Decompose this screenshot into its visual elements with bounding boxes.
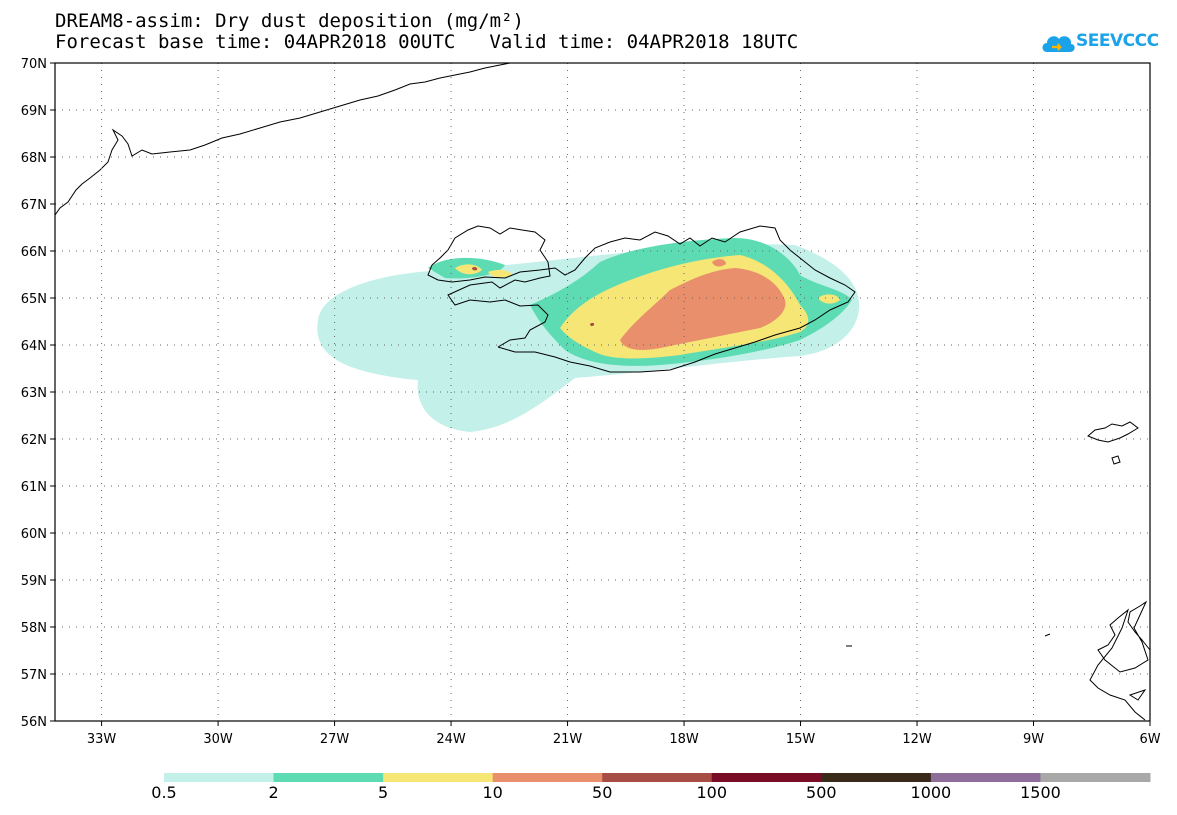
- longitude-labels: 33W 30W 27W 24W 21W 18W 15W 12W 9W 6W: [87, 732, 1161, 747]
- colorbar-label: 2: [268, 783, 279, 802]
- colorbar-label: 10: [482, 783, 503, 802]
- lon-label: 9W: [1023, 732, 1044, 747]
- colorbar-swatch: [602, 773, 713, 782]
- latitude-labels: 70N 69N 68N 67N 66N 65N 64N 63N 62N 61N 60N 59N 58N 5…: [21, 57, 47, 730]
- chart-title: DREAM8-assim: Dry dust deposition (mg/m²…: [55, 10, 524, 32]
- map-grid: [55, 63, 1150, 721]
- colorbar-label: 100: [696, 783, 728, 802]
- logo-text: SEEVCCC: [1076, 31, 1159, 51]
- lat-label: 64N: [21, 339, 47, 354]
- faroe-coastline: [1087, 421, 1139, 465]
- map-content: [55, 63, 1150, 721]
- colorbar: [164, 773, 1151, 782]
- lon-label: 21W: [553, 732, 583, 747]
- scotland-coastline: [846, 600, 1150, 721]
- colorbar-swatch: [930, 773, 1041, 782]
- dust-contour-10: [620, 259, 786, 350]
- lat-label: 59N: [21, 574, 47, 589]
- lon-label: 12W: [902, 732, 932, 747]
- colorbar-swatch: [711, 773, 822, 782]
- colorbar-swatch: [273, 773, 384, 782]
- lon-label: 6W: [1139, 732, 1160, 747]
- lat-label: 60N: [21, 527, 47, 542]
- colorbar-swatch: [821, 773, 932, 782]
- colorbar-swatch: [164, 773, 275, 782]
- colorbar-swatch: [383, 773, 494, 782]
- colorbar-label: 500: [806, 783, 837, 802]
- colorbar-label: 1000: [910, 783, 952, 802]
- map-frame: [54, 62, 1151, 722]
- lat-label: 70N: [21, 57, 47, 72]
- greenland-coastline: [55, 63, 511, 216]
- colorbar-label: 0.5: [151, 783, 177, 802]
- colorbar-label: 5: [378, 783, 389, 802]
- base-time-label: Forecast base time: 04APR2018 00UTC: [55, 31, 456, 53]
- axis-ticks: [50, 62, 1151, 726]
- lon-label: 24W: [436, 732, 466, 747]
- coastlines: [55, 63, 1150, 721]
- iceland-coastline: [427, 225, 856, 373]
- seevccc-logo: SEEVCCC: [1040, 28, 1166, 58]
- lat-label: 56N: [21, 715, 47, 730]
- lon-label: 33W: [87, 732, 117, 747]
- lat-label: 58N: [21, 621, 47, 636]
- lat-label: 67N: [21, 198, 47, 213]
- lat-label: 62N: [21, 433, 47, 448]
- colorbar-swatch: [1040, 773, 1151, 782]
- lat-label: 69N: [21, 104, 47, 119]
- cloud-logo-icon: [1042, 36, 1075, 52]
- lon-label: 30W: [203, 732, 233, 747]
- lon-label: 27W: [320, 732, 350, 747]
- colorbar-swatch: [492, 773, 603, 782]
- lat-label: 68N: [21, 151, 47, 166]
- lat-label: 61N: [21, 480, 47, 495]
- colorbar-label: 50: [592, 783, 613, 802]
- lat-label: 65N: [21, 292, 47, 307]
- lon-label: 18W: [669, 732, 699, 747]
- lon-label: 15W: [786, 732, 816, 747]
- lat-label: 57N: [21, 668, 47, 683]
- lat-label: 63N: [21, 386, 47, 401]
- chart-subtitle: Forecast base time: 04APR2018 00UTC Valid…: [55, 31, 798, 53]
- valid-time-label: Valid time: 04APR2018 18UTC: [489, 31, 799, 53]
- lat-label: 66N: [21, 245, 47, 260]
- colorbar-label: 1500: [1020, 783, 1061, 802]
